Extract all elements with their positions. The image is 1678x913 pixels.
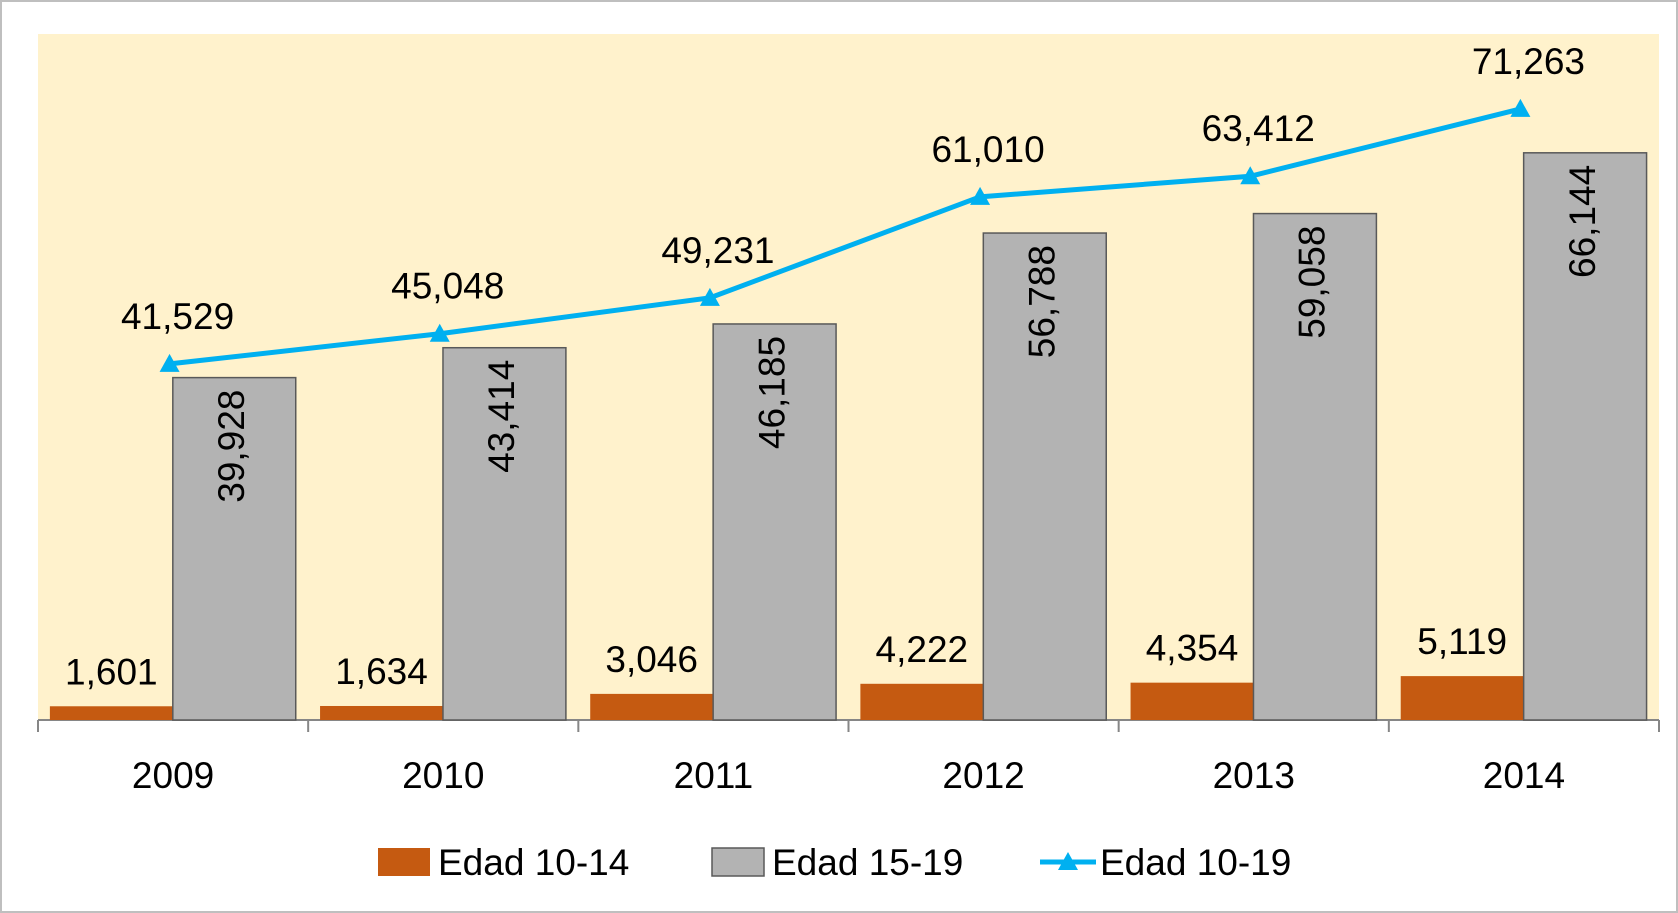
bar [320, 705, 443, 720]
marker [159, 353, 180, 372]
data-label: 39,928 [211, 390, 252, 503]
marker [699, 287, 720, 306]
data-label: 1,634 [335, 651, 428, 692]
bar [172, 376, 297, 721]
x-tick-label: 2012 [942, 755, 1024, 796]
legend-label: Edad 10-19 [1100, 842, 1291, 883]
data-label: 45,048 [391, 266, 504, 307]
data-label: 3,046 [605, 639, 698, 680]
bar [1400, 676, 1524, 720]
bar [860, 683, 984, 720]
marker [1240, 166, 1261, 185]
legend-label: Edad 15-19 [772, 842, 963, 883]
data-label: 49,231 [661, 230, 774, 271]
marker [1510, 98, 1531, 117]
data-label: 43,414 [481, 360, 522, 473]
data-label: 71,263 [1472, 41, 1585, 82]
legend-label: Edad 10-14 [438, 842, 629, 883]
data-label: 4,222 [876, 629, 969, 670]
x-tick-label: 2010 [402, 755, 484, 796]
bar [712, 323, 837, 721]
data-label: 5,119 [1417, 621, 1507, 662]
data-label: 41,529 [121, 296, 234, 337]
x-tick-label: 2011 [674, 755, 754, 796]
bar [1522, 152, 1648, 721]
data-label: 63,412 [1202, 108, 1315, 149]
bar [982, 232, 1107, 721]
marker [970, 186, 991, 205]
bar [49, 706, 173, 720]
x-tick-label: 2009 [132, 755, 214, 796]
plot-area [38, 34, 1659, 720]
marker [429, 323, 450, 342]
data-label: 4,354 [1146, 628, 1239, 669]
bar [590, 693, 714, 720]
data-label: 46,185 [751, 336, 792, 449]
data-label: 66,144 [1562, 165, 1603, 278]
data-label: 56,788 [1022, 245, 1063, 358]
x-tick-label: 2013 [1213, 755, 1295, 796]
bar [442, 346, 567, 721]
data-label: 61,010 [931, 129, 1044, 170]
data-label: 1,601 [65, 651, 158, 692]
legend-marker [1058, 852, 1078, 870]
legend-swatch [711, 847, 765, 877]
x-tick-label: 2014 [1483, 755, 1565, 796]
line [169, 106, 1522, 367]
bar [1130, 682, 1254, 720]
data-label: 59,058 [1292, 226, 1333, 339]
legend-swatch [378, 848, 430, 876]
bar [1252, 212, 1378, 721]
